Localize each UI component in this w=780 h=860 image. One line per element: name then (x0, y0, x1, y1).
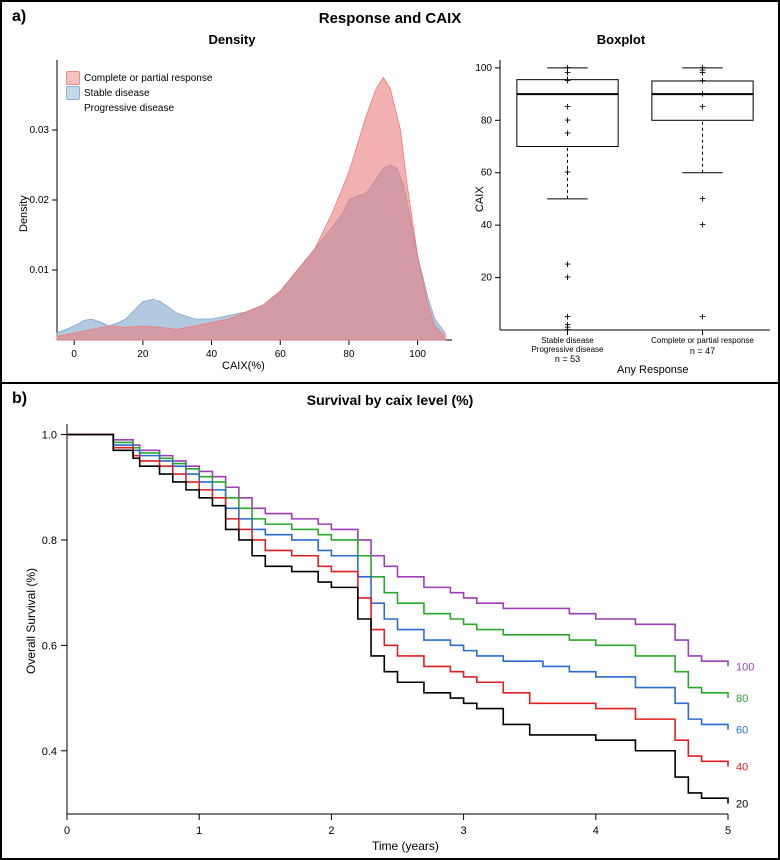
svg-text:60: 60 (481, 168, 493, 179)
svg-text:+: + (699, 87, 706, 100)
svg-text:Complete or partial response: Complete or partial response (651, 336, 754, 345)
svg-text:100: 100 (736, 661, 754, 673)
svg-text:80: 80 (481, 115, 493, 126)
svg-text:Stable disease: Stable disease (541, 336, 594, 345)
survival-xlabel: Time (years) (372, 839, 439, 853)
svg-text:+: + (564, 100, 571, 113)
svg-text:20: 20 (736, 798, 748, 810)
svg-text:1.0: 1.0 (42, 430, 57, 442)
svg-text:n = 53: n = 53 (555, 354, 580, 364)
svg-text:20: 20 (137, 349, 149, 360)
svg-text:n = 47: n = 47 (690, 346, 715, 356)
legend-item-response: Complete or partial response (66, 71, 212, 85)
legend-label-progressive: Progressive disease (84, 103, 174, 114)
svg-text:5: 5 (725, 825, 731, 837)
panel-a: a) Response and CAIX Density 02040608010… (2, 2, 778, 382)
legend-swatch-response (66, 71, 80, 85)
svg-text:+: + (564, 166, 571, 179)
svg-text:2: 2 (328, 825, 334, 837)
boxplot-xlabel: Any Response (617, 364, 689, 376)
svg-text:20: 20 (481, 273, 493, 284)
survival-ylabel: Overall Survival (%) (24, 568, 38, 674)
svg-text:+: + (564, 310, 571, 323)
svg-text:+: + (699, 192, 706, 205)
svg-text:+: + (564, 61, 571, 74)
boxplot-plot: 20406080100+++++++++++++Stable diseasePr… (462, 50, 780, 380)
legend-swatch-stable (66, 86, 80, 100)
svg-text:0.6: 0.6 (42, 640, 57, 652)
svg-text:80: 80 (736, 693, 748, 705)
density-xlabel: CAIX(%) (222, 360, 265, 372)
boxplot-title: Boxplot (462, 32, 780, 47)
svg-text:40: 40 (206, 349, 218, 360)
svg-text:60: 60 (275, 349, 287, 360)
svg-text:+: + (699, 310, 706, 323)
survival-plot: 0 1 2 3 4 5 0.4 0.6 0.8 1.0 100 80 60 40 20 (2, 414, 778, 854)
figure-container: a) Response and CAIX Density 02040608010… (0, 0, 780, 860)
panel-b: b) Survival by caix level (%) 0123450.40… (2, 382, 778, 860)
svg-text:0: 0 (64, 825, 70, 837)
svg-text:+: + (699, 218, 706, 231)
svg-text:+: + (564, 257, 571, 270)
svg-text:0.03: 0.03 (30, 125, 50, 136)
svg-text:+: + (564, 126, 571, 139)
svg-text:1: 1 (196, 825, 202, 837)
svg-text:60: 60 (736, 725, 748, 737)
svg-text:+: + (699, 100, 706, 113)
svg-text:40: 40 (481, 220, 493, 231)
svg-text:100: 100 (475, 63, 492, 74)
svg-text:40: 40 (736, 762, 748, 774)
legend-item-progressive: Progressive disease (66, 101, 212, 115)
svg-text:100: 100 (409, 349, 426, 360)
legend-label-stable: Stable disease (84, 88, 150, 99)
svg-text:+: + (564, 271, 571, 284)
svg-text:0.02: 0.02 (30, 195, 50, 206)
svg-text:4: 4 (593, 825, 599, 837)
svg-text:0: 0 (71, 349, 77, 360)
density-ylabel: Density (18, 195, 30, 232)
legend-label-response: Complete or partial response (84, 73, 212, 84)
density-legend: Complete or partial response Stable dise… (62, 66, 216, 120)
panel-a-title: Response and CAIX (2, 10, 778, 27)
svg-text:3: 3 (461, 825, 467, 837)
svg-text:0.01: 0.01 (30, 265, 50, 276)
svg-text:0.8: 0.8 (42, 535, 57, 547)
boxplot-ylabel: CAIX (474, 186, 486, 212)
svg-text:+: + (564, 113, 571, 126)
svg-text:+: + (699, 61, 706, 74)
svg-text:0.4: 0.4 (42, 746, 57, 758)
panel-b-title: Survival by caix level (%) (2, 392, 778, 408)
svg-text:80: 80 (343, 349, 355, 360)
svg-text:Progressive disease: Progressive disease (531, 345, 604, 354)
density-title: Density (2, 32, 462, 47)
legend-item-stable: Stable disease (66, 86, 212, 100)
